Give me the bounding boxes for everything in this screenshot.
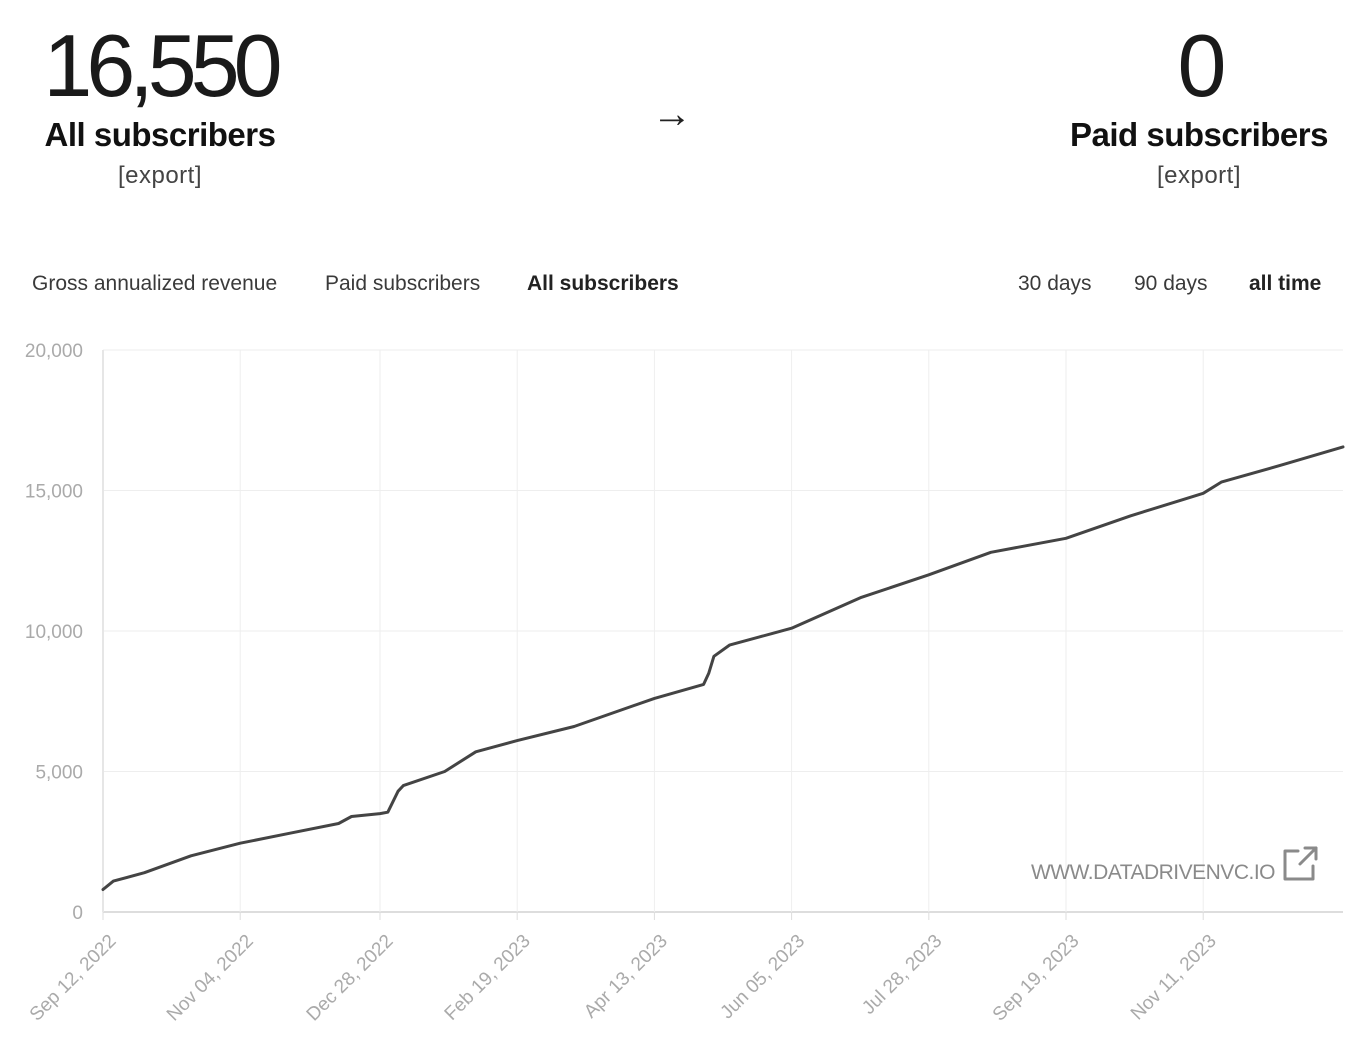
range-30-days[interactable]: 30 days — [1018, 272, 1092, 295]
tab-all-subscribers[interactable]: All subscribers — [527, 272, 679, 295]
y-tick-label: 20,000 — [25, 341, 83, 362]
y-tick-label: 10,000 — [25, 622, 83, 643]
x-tick-label: Sep 12, 2022 — [26, 931, 121, 1026]
external-link-icon[interactable] — [1283, 846, 1318, 881]
paid-subscribers-summary: 0 Paid subscribers [export] — [1058, 18, 1340, 190]
x-tick-label: Feb 19, 2023 — [441, 931, 535, 1025]
x-tick-label: Sep 19, 2023 — [989, 931, 1084, 1026]
y-axis-ticks: 0 5,000 10,000 15,000 20,000 — [25, 341, 83, 924]
range-all-time[interactable]: all time — [1249, 272, 1322, 295]
subscribers-series-line — [101, 445, 1345, 891]
tab-paid-subscribers[interactable]: Paid subscribers — [325, 272, 481, 295]
chart-grid — [102, 349, 1343, 920]
y-tick-label: 0 — [72, 903, 83, 924]
x-tick-label: Jul 28, 2023 — [858, 931, 946, 1019]
all-subscribers-label: All subscribers — [44, 116, 276, 153]
x-tick-label: Nov 04, 2022 — [163, 931, 258, 1026]
tab-gross-annualized-revenue[interactable]: Gross annualized revenue — [32, 272, 278, 295]
y-tick-label: 5,000 — [35, 763, 83, 784]
x-tick-label: Jun 05, 2023 — [717, 931, 810, 1024]
y-tick-label: 15,000 — [25, 482, 83, 503]
watermark-text: WWW.DATADRIVENVC.IO — [1031, 861, 1275, 884]
all-subscribers-summary: 16,550 All subscribers [export] — [30, 18, 290, 190]
all-subscribers-count: 16,550 — [43, 16, 282, 115]
range-90-days[interactable]: 90 days — [1134, 272, 1208, 295]
arrow-right-icon: → — [652, 92, 692, 136]
x-tick-label: Dec 28, 2022 — [303, 931, 398, 1026]
x-axis-ticks: Sep 12, 2022 Nov 04, 2022 Dec 28, 2022 Feb … — [26, 931, 1221, 1026]
all-subscribers-export-link[interactable]: [export] — [117, 162, 203, 189]
paid-subscribers-count: 0 — [1177, 16, 1227, 115]
paid-subscribers-label: Paid subscribers — [1070, 116, 1328, 153]
x-tick-label: Nov 11, 2023 — [1127, 931, 1221, 1025]
subscribers-line-chart: 0 5,000 10,000 15,000 20,000 Sep 12, 2022 Nov… — [25, 341, 1345, 1026]
x-tick-label: Apr 13, 2023 — [580, 931, 672, 1023]
paid-subscribers-export-link[interactable]: [export] — [1156, 162, 1242, 189]
